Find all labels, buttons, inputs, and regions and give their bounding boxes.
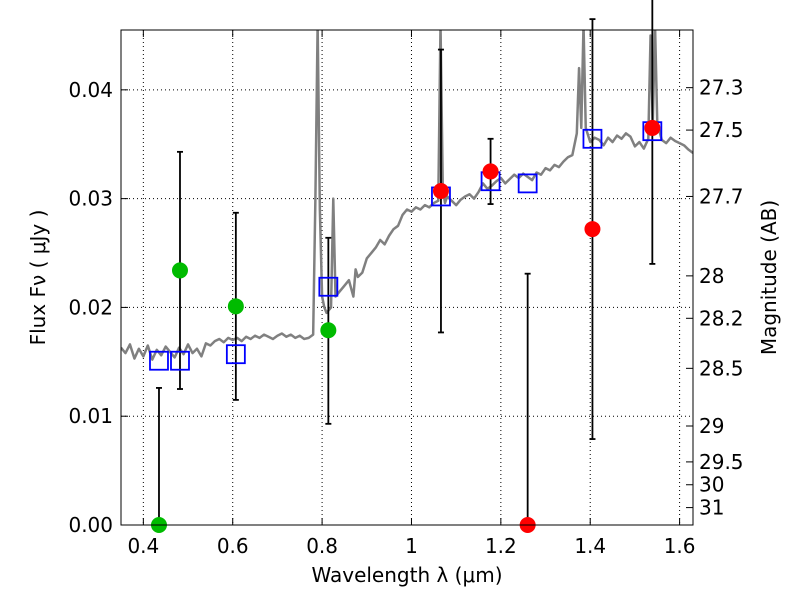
x-tick-label: 1.6: [664, 534, 696, 558]
right-tick-label: 30: [699, 473, 724, 497]
plot-frame: [120, 29, 694, 526]
model-spectrum-layer: [121, 30, 693, 361]
x-tick-label: 0.6: [217, 534, 249, 558]
model-photometry-square: [149, 350, 169, 371]
observed-flux-point: [171, 262, 188, 279]
y-tick-label: 0.03: [68, 187, 113, 211]
right-tick-label: 29: [699, 414, 724, 438]
y-tick-label: 0.01: [68, 404, 113, 428]
model-spectrum-line: [121, 30, 693, 361]
right-tick-label: 27.7: [699, 184, 744, 208]
right-tick-label: 28.5: [699, 356, 744, 380]
x-tick-label: 1.4: [574, 534, 606, 558]
y-axis-label: Flux Fν ( μJy ): [26, 210, 50, 346]
model-photometry-square: [517, 173, 538, 194]
right-tick-label: 28: [699, 264, 724, 288]
x-tick-label: 1: [405, 534, 418, 558]
observed-flux-point: [227, 298, 244, 315]
x-tick-label: 1.2: [485, 534, 517, 558]
y-tick-label: 0.02: [68, 295, 113, 319]
x-tick-label: 0.8: [306, 534, 338, 558]
right-tick-label: 27.3: [699, 76, 744, 100]
model-photometry-square: [318, 276, 339, 297]
observed-flux-point: [482, 163, 499, 180]
right-axis-label: Magnitude (AB): [757, 200, 781, 355]
data-markers-layer: [149, 119, 663, 533]
model-photometry-square: [170, 350, 190, 371]
observed-flux-point: [644, 119, 661, 136]
right-tick-label: 28.2: [699, 306, 744, 330]
axis-ticks: 0.4 0.6 0.8 1 1.2 1.4 1.6 0.00 0.01 0.02 0.03 0.04 2…: [68, 30, 744, 558]
observed-flux-point: [320, 322, 337, 339]
x-tick-label: 0.4: [127, 534, 159, 558]
x-axis-label: Wavelength λ (μm): [311, 563, 502, 587]
observed-flux-point: [584, 221, 601, 238]
right-tick-label: 27.5: [699, 118, 744, 142]
grid-lines: [121, 30, 693, 526]
y-tick-label: 0.00: [68, 513, 113, 537]
model-photometry-square: [225, 344, 246, 365]
right-tick-label: 31: [699, 496, 724, 520]
model-photometry-square: [582, 128, 603, 149]
right-tick-label: 29.5: [699, 450, 744, 474]
observed-flux-point: [432, 183, 449, 200]
y-tick-label: 0.04: [68, 78, 113, 102]
